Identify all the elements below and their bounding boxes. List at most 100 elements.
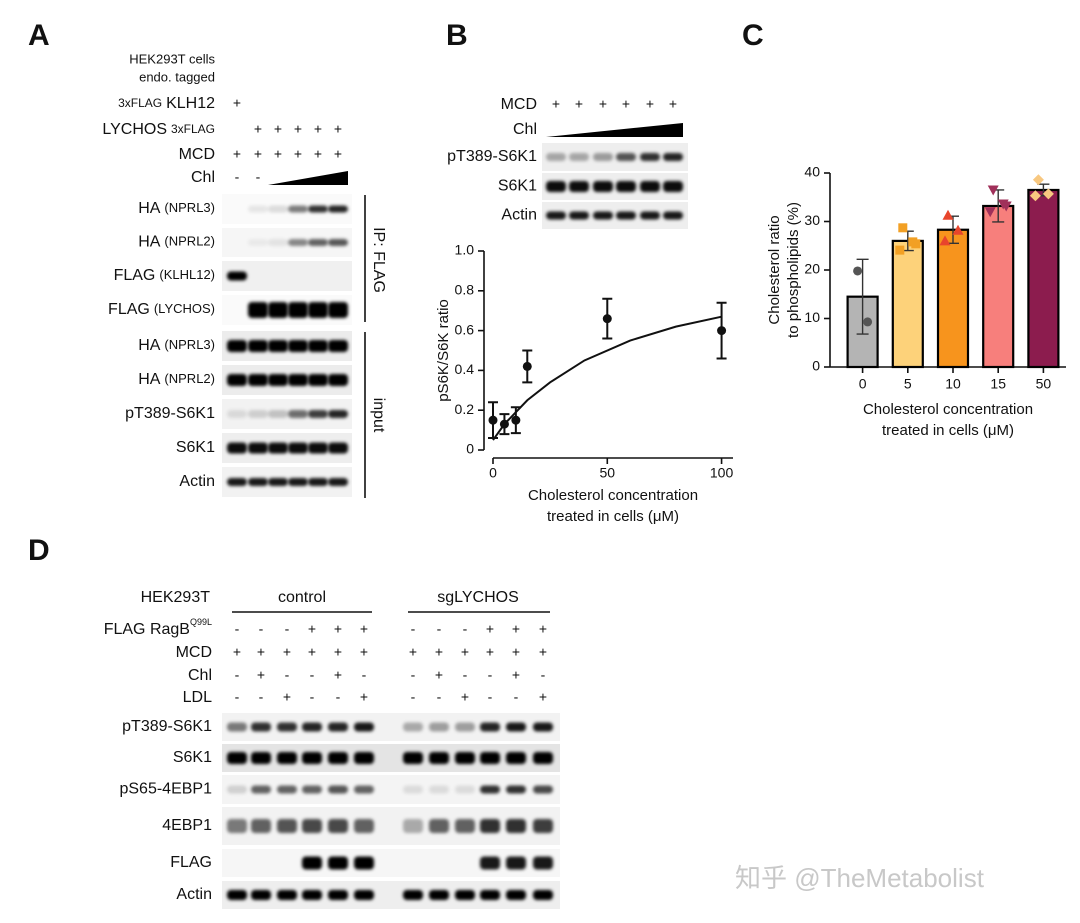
blot-name: FLAG: [170, 854, 212, 871]
blot-name: HA: [138, 200, 161, 217]
condition-mark: -: [310, 689, 315, 705]
cell-line: HEK293T cells: [129, 51, 215, 66]
blot-label: S6K1: [498, 178, 537, 195]
blot-band: [328, 410, 348, 418]
blot-band: [227, 478, 247, 486]
group-label: IP: FLAG: [370, 227, 387, 293]
watermark: 知乎 @TheMetabolist: [735, 863, 985, 893]
condition-mark: -: [463, 621, 468, 637]
blot-band: [429, 752, 449, 764]
blot-band: [308, 205, 328, 213]
condition-mark: -: [259, 621, 264, 637]
condition-mark: +: [334, 146, 342, 162]
blot-band: [277, 722, 297, 732]
blot-band: [354, 752, 374, 764]
y-tick-label: 0.2: [455, 401, 475, 417]
data-point: [1042, 188, 1054, 200]
blot-band: [354, 856, 374, 870]
x-axis-label: Cholesterol concentration: [528, 487, 698, 504]
condition-mark: +: [308, 644, 316, 660]
blot-band: [328, 856, 348, 870]
blot-band: [248, 410, 268, 418]
condition-mark: +: [512, 621, 520, 637]
group-label: control: [278, 589, 326, 606]
blot-band: [546, 181, 566, 192]
condition-mark: +: [294, 121, 302, 137]
blot-band: [403, 819, 423, 833]
blot-band: [354, 819, 374, 833]
blot-band: [302, 890, 322, 900]
blot-detail: (NPRL2): [164, 234, 215, 249]
condition-mark: +: [575, 96, 583, 112]
blot-name: S6K1: [173, 749, 212, 766]
condition-mark: +: [308, 621, 316, 637]
condition-mark: -: [256, 169, 261, 185]
blot-band: [593, 181, 613, 192]
cell-line: HEK293T: [141, 589, 211, 606]
blot-band: [268, 410, 288, 418]
condition-mark: -: [336, 689, 341, 705]
blot-band: [328, 340, 348, 352]
condition-mark: +: [409, 644, 417, 660]
condition-mark: -: [411, 621, 416, 637]
y-tick-label: 30: [804, 212, 820, 228]
concentration-ramp: [546, 123, 683, 137]
blot-band: [268, 478, 288, 486]
blot-band: [506, 785, 526, 794]
blot-band: [506, 856, 526, 870]
condition-mark: +: [360, 689, 368, 705]
blot-band: [506, 722, 526, 732]
blot-band: [227, 442, 247, 454]
blot-band: [302, 722, 322, 732]
blot-band: [302, 752, 322, 764]
blot-band: [328, 890, 348, 900]
blot-label: FLAG (LYCHOS): [108, 301, 215, 318]
label-name: Chl: [188, 667, 212, 684]
blot-band: [277, 819, 297, 833]
data-point: [511, 415, 521, 425]
blot-band: [288, 340, 308, 352]
blot-label: S6K1: [173, 749, 212, 766]
group-label: input: [370, 398, 387, 433]
condition-mark: +: [334, 121, 342, 137]
data-point: [1000, 201, 1012, 212]
blot-band: [480, 856, 500, 870]
y-axis-label: Cholesterol ratio: [766, 215, 783, 324]
error-bar: [856, 258, 869, 335]
blot-band: [288, 442, 308, 454]
panel-label: A: [28, 19, 50, 52]
blot-band: [429, 785, 449, 794]
blot-band: [429, 722, 449, 732]
condition-label: MCD: [176, 644, 212, 661]
bar: [1027, 188, 1060, 369]
condition-label: LDL: [183, 689, 212, 706]
blot-band: [227, 890, 247, 900]
blot-band: [403, 785, 423, 794]
blot-band: [593, 153, 613, 161]
condition-mark: +: [435, 644, 443, 660]
blot-band: [268, 340, 288, 352]
blot-band: [227, 271, 247, 281]
condition-mark: +: [254, 146, 262, 162]
y-tick-label: 0.8: [455, 282, 475, 298]
blot-band: [546, 153, 566, 161]
blot-band: [533, 785, 553, 794]
condition-mark: +: [486, 621, 494, 637]
blot-name: Actin: [176, 886, 212, 903]
condition-mark: +: [552, 96, 560, 112]
blot-background: [222, 849, 560, 877]
blot-detail: (LYCHOS): [154, 301, 215, 316]
blot-band: [251, 752, 271, 764]
blot-band: [506, 819, 526, 833]
blot-band: [429, 890, 449, 900]
y-tick-label: 1.0: [455, 242, 475, 258]
blot-band: [308, 239, 328, 246]
data-point: [499, 419, 509, 429]
label-prefix: 3xFLAG: [118, 96, 162, 110]
condition-label: Chl: [191, 169, 215, 186]
condition-mark: -: [259, 689, 264, 705]
blot-band: [593, 211, 613, 220]
condition-label: 3xFLAG KLH12: [118, 95, 215, 112]
data-point: [952, 224, 964, 235]
